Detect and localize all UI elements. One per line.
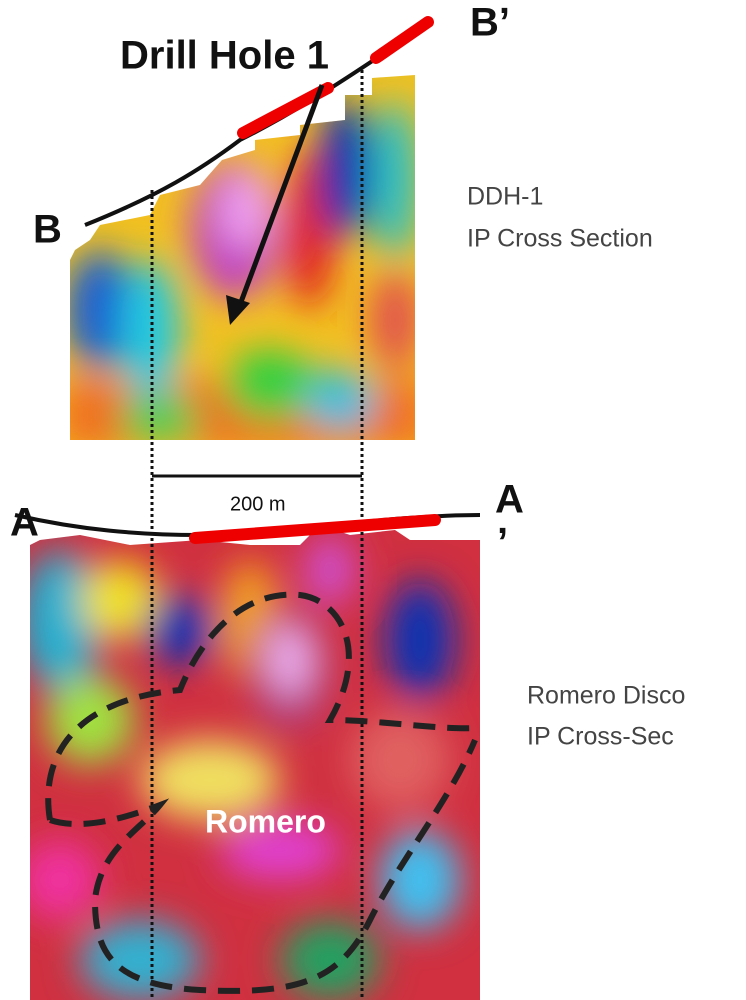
caption: Romero Disco bbox=[527, 682, 685, 710]
label: Romero bbox=[205, 803, 326, 839]
caption: IP Cross-Sec bbox=[527, 723, 674, 751]
label: ’ bbox=[497, 521, 508, 565]
red-segment bbox=[237, 82, 334, 139]
section-line-b bbox=[84, 20, 432, 227]
red-segment bbox=[370, 16, 434, 64]
label: A bbox=[495, 478, 524, 522]
label: Drill Hole 1 bbox=[120, 34, 329, 78]
label: B bbox=[33, 208, 62, 252]
caption: DDH-1 bbox=[467, 183, 543, 211]
scale-label: 200 m bbox=[230, 493, 286, 515]
drill-arrow-head bbox=[226, 295, 250, 325]
label: A bbox=[10, 501, 39, 545]
dotted-guides bbox=[150, 70, 364, 1000]
red-segment bbox=[189, 514, 441, 544]
ip-section-bottom bbox=[30, 530, 480, 1000]
drill-arrow bbox=[235, 84, 325, 311]
romero-outline bbox=[45, 591, 478, 994]
ip-section-top bbox=[70, 75, 415, 440]
label: B’ bbox=[470, 1, 510, 45]
caption: IP Cross Section bbox=[467, 225, 653, 253]
